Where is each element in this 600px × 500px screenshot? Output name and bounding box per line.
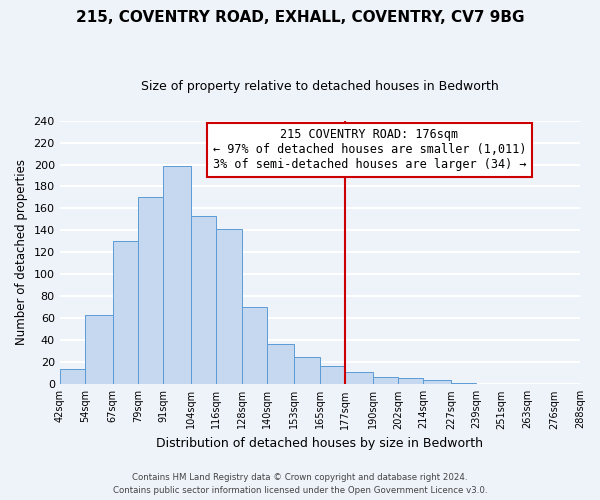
- Y-axis label: Number of detached properties: Number of detached properties: [15, 160, 28, 346]
- Bar: [267, 344, 295, 384]
- Bar: [216, 230, 242, 384]
- Title: Size of property relative to detached houses in Bedworth: Size of property relative to detached ho…: [141, 80, 499, 93]
- Bar: [191, 216, 216, 384]
- Bar: [113, 242, 138, 384]
- Bar: [138, 198, 163, 384]
- X-axis label: Distribution of detached houses by size in Bedworth: Distribution of detached houses by size …: [157, 437, 484, 450]
- Bar: [59, 369, 85, 384]
- Bar: [320, 366, 345, 384]
- Bar: [398, 378, 424, 384]
- Bar: [163, 166, 191, 384]
- Bar: [85, 315, 113, 384]
- Text: Contains HM Land Registry data © Crown copyright and database right 2024.
Contai: Contains HM Land Registry data © Crown c…: [113, 474, 487, 495]
- Bar: [451, 383, 476, 384]
- Bar: [242, 308, 267, 384]
- Bar: [295, 357, 320, 384]
- Text: 215 COVENTRY ROAD: 176sqm
← 97% of detached houses are smaller (1,011)
3% of sem: 215 COVENTRY ROAD: 176sqm ← 97% of detac…: [212, 128, 526, 172]
- Bar: [424, 380, 451, 384]
- Bar: [345, 372, 373, 384]
- Bar: [373, 376, 398, 384]
- Text: 215, COVENTRY ROAD, EXHALL, COVENTRY, CV7 9BG: 215, COVENTRY ROAD, EXHALL, COVENTRY, CV…: [76, 10, 524, 25]
